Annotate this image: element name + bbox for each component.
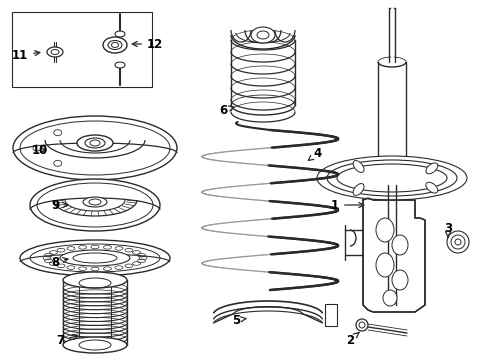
Ellipse shape	[54, 130, 62, 136]
Ellipse shape	[376, 218, 394, 242]
Text: 7: 7	[56, 333, 78, 346]
Ellipse shape	[115, 31, 125, 37]
Ellipse shape	[356, 319, 368, 331]
Ellipse shape	[60, 250, 130, 266]
Text: 5: 5	[232, 314, 246, 327]
Text: 11: 11	[12, 49, 40, 62]
Ellipse shape	[103, 37, 127, 53]
Text: 4: 4	[308, 147, 322, 161]
Ellipse shape	[63, 337, 127, 353]
Ellipse shape	[54, 160, 62, 166]
Ellipse shape	[383, 290, 397, 306]
Ellipse shape	[33, 145, 41, 151]
Ellipse shape	[251, 27, 275, 43]
Ellipse shape	[30, 179, 160, 231]
Ellipse shape	[73, 253, 117, 263]
Ellipse shape	[20, 240, 170, 276]
Ellipse shape	[115, 62, 125, 68]
Ellipse shape	[455, 239, 461, 245]
Text: 3: 3	[444, 221, 452, 237]
Ellipse shape	[47, 47, 63, 57]
Ellipse shape	[392, 270, 408, 290]
Ellipse shape	[451, 235, 465, 249]
Text: 2: 2	[346, 332, 359, 346]
Ellipse shape	[392, 235, 408, 255]
Text: 1: 1	[331, 198, 364, 212]
Ellipse shape	[353, 161, 364, 172]
Ellipse shape	[376, 253, 394, 277]
Ellipse shape	[317, 156, 467, 200]
Ellipse shape	[83, 197, 107, 207]
Ellipse shape	[359, 322, 365, 328]
Polygon shape	[363, 198, 425, 312]
Ellipse shape	[85, 138, 105, 148]
Ellipse shape	[447, 231, 469, 253]
Ellipse shape	[77, 135, 113, 151]
Ellipse shape	[426, 182, 438, 193]
Ellipse shape	[63, 272, 127, 288]
Text: 6: 6	[219, 104, 234, 117]
Ellipse shape	[353, 184, 364, 195]
Ellipse shape	[13, 116, 177, 180]
Bar	[12, 12, 152, 87]
Text: 10: 10	[32, 144, 48, 157]
Text: 12: 12	[132, 37, 163, 50]
Text: 9: 9	[51, 198, 68, 212]
Bar	[325, 304, 337, 326]
Ellipse shape	[426, 163, 438, 174]
Text: 8: 8	[51, 256, 68, 269]
